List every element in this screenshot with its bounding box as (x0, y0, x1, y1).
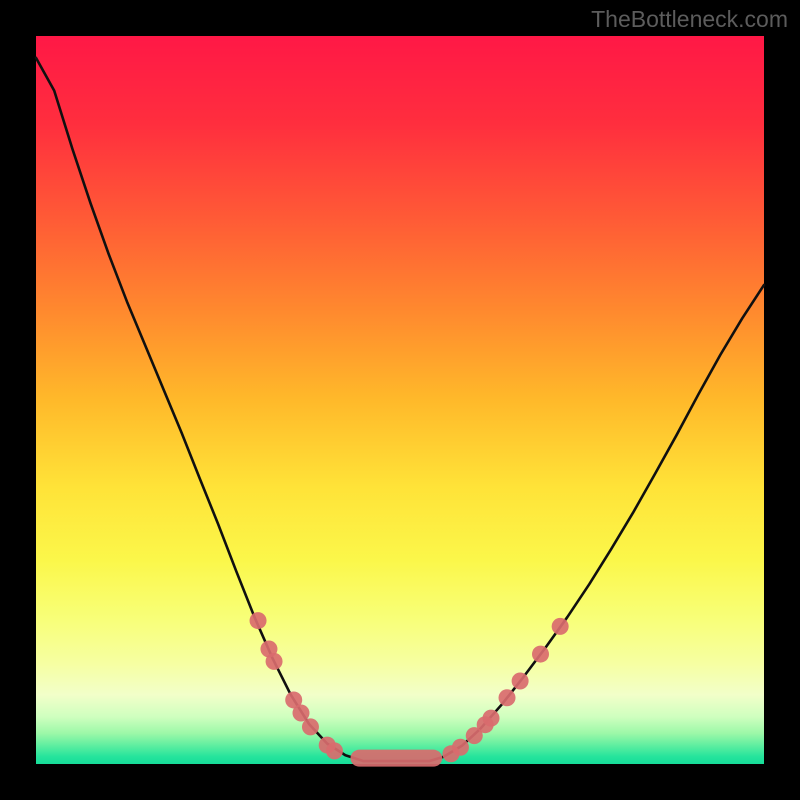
marker-right (512, 673, 529, 690)
marker-left (250, 612, 267, 629)
marker-left (326, 742, 343, 759)
marker-right (532, 646, 549, 663)
marker-bottom-bar (351, 750, 443, 767)
marker-right (552, 618, 569, 635)
marker-left (302, 718, 319, 735)
chart-canvas: TheBottleneck.com (0, 0, 800, 800)
bottleneck-chart-svg (0, 0, 800, 800)
marker-left (292, 705, 309, 722)
marker-left (266, 653, 283, 670)
watermark-text: TheBottleneck.com (591, 6, 788, 33)
plot-background-gradient (36, 36, 764, 764)
marker-right (452, 739, 469, 756)
marker-right (483, 710, 500, 727)
marker-right (499, 689, 516, 706)
